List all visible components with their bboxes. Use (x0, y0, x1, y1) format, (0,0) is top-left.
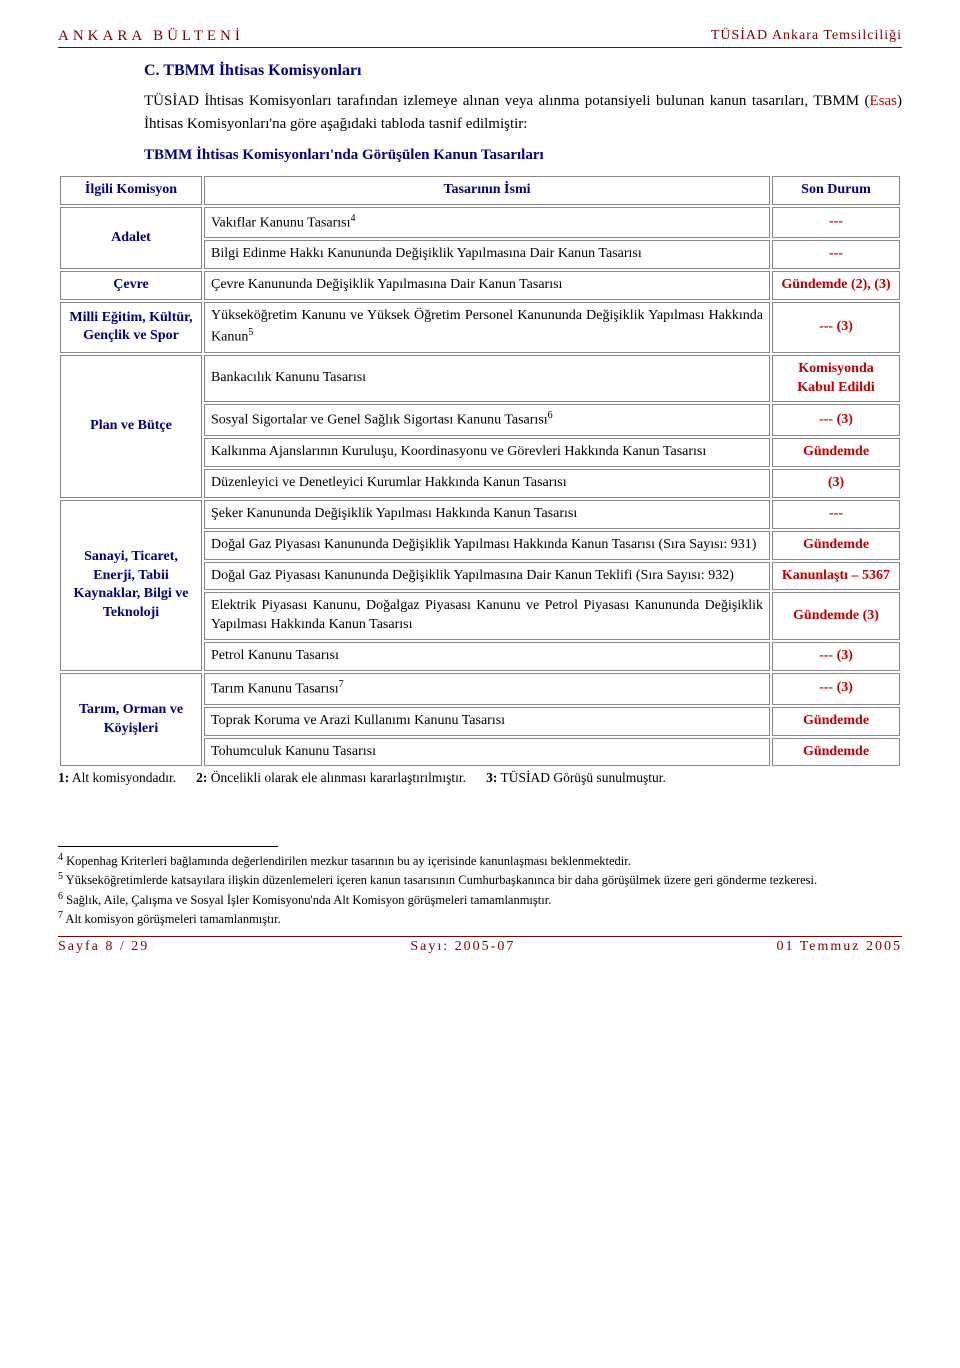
committee-cell: Sanayi, Ticaret, Enerji, Tabii Kaynaklar… (60, 500, 202, 671)
table-row: ÇevreÇevre Kanununda Değişiklik Yapılmas… (60, 271, 900, 300)
footer-right: 01 Temmuz 2005 (776, 939, 902, 955)
bill-name-cell: Çevre Kanununda Değişiklik Yapılmasına D… (204, 271, 770, 300)
page-header: ANKARA BÜLTENİ TÜSİAD Ankara Temsilciliğ… (58, 28, 902, 45)
footer-mid: Sayı: 2005-07 (410, 939, 515, 955)
table-header-row: İlgili Komisyon Tasarının İsmi Son Durum (60, 176, 900, 205)
status-cell: --- (3) (772, 673, 900, 705)
status-cell: Gündemde (2), (3) (772, 271, 900, 300)
intro-paragraph: TÜSİAD İhtisas Komisyonları tarafından i… (144, 90, 902, 135)
status-cell: Kanunlaştı – 5367 (772, 562, 900, 591)
table-row: Sanayi, Ticaret, Enerji, Tabii Kaynaklar… (60, 500, 900, 529)
footnote: 6 Sağlık, Aile, Çalışma ve Sosyal İşler … (58, 890, 902, 909)
committee-cell: Adalet (60, 207, 202, 269)
bill-name-cell: Kalkınma Ajanslarının Kuruluşu, Koordina… (204, 438, 770, 467)
bill-name-cell: Şeker Kanununda Değişiklik Yapılması Hak… (204, 500, 770, 529)
table-row: Tarım, Orman ve KöyişleriTarım Kanunu Ta… (60, 673, 900, 705)
bill-name-cell: Yükseköğretim Kanunu ve Yüksek Öğretim P… (204, 302, 770, 352)
intro-pre: TÜSİAD İhtisas Komisyonları tarafından i… (144, 93, 870, 109)
status-cell: --- (772, 207, 900, 239)
committee-cell: Tarım, Orman ve Köyişleri (60, 673, 202, 766)
page: ANKARA BÜLTENİ TÜSİAD Ankara Temsilciliğ… (0, 0, 960, 971)
legend-item: 3: TÜSİAD Görüşü sunulmuştur. (486, 770, 666, 786)
bill-name-cell: Doğal Gaz Piyasası Kanununda Değişiklik … (204, 531, 770, 560)
footer-left: Sayfa 8 / 29 (58, 939, 149, 955)
status-cell: Gündemde (772, 738, 900, 767)
bill-name-cell: Sosyal Sigortalar ve Genel Sağlık Sigort… (204, 404, 770, 436)
status-cell: Gündemde (772, 438, 900, 467)
bill-name-cell: Vakıflar Kanunu Tasarısı4 (204, 207, 770, 239)
th-committee: İlgili Komisyon (60, 176, 202, 205)
footnote-ref: 5 (248, 327, 253, 338)
status-cell: (3) (772, 469, 900, 498)
status-cell: --- (3) (772, 404, 900, 436)
committee-cell: Plan ve Bütçe (60, 355, 202, 498)
section-title: C. TBMM İhtisas Komisyonları (144, 62, 902, 80)
intro-esas: Esas (870, 93, 898, 109)
footnote-ref: 7 (339, 679, 344, 690)
table-row: AdaletVakıflar Kanunu Tasarısı4--- (60, 207, 900, 239)
table-row: Plan ve BütçeBankacılık Kanunu TasarısıK… (60, 355, 900, 403)
bill-name-cell: Bankacılık Kanunu Tasarısı (204, 355, 770, 403)
bill-name-cell: Toprak Koruma ve Arazi Kullanımı Kanunu … (204, 707, 770, 736)
legend-row: 1: Alt komisyondadır. 2: Öncelikli olarak… (58, 770, 902, 786)
legend-item: 2: Öncelikli olarak ele alınması kararla… (196, 770, 466, 786)
table-row: Milli Eğitim, Kültür, Gençlik ve SporYük… (60, 302, 900, 352)
header-right: TÜSİAD Ankara Temsilciliği (711, 28, 902, 45)
status-cell: --- (772, 500, 900, 529)
bill-name-cell: Bilgi Edinme Hakkı Kanununda Değişiklik … (204, 240, 770, 269)
footnote-ref: 6 (548, 410, 553, 421)
bill-name-cell: Tohumculuk Kanunu Tasarısı (204, 738, 770, 767)
footnote-ref: 4 (351, 213, 356, 224)
bill-name-cell: Doğal Gaz Piyasası Kanununda Değişiklik … (204, 562, 770, 591)
footnote: 4 Kopenhag Kriterleri bağlamında değerle… (58, 851, 902, 870)
header-rule (58, 47, 902, 48)
bill-name-cell: Petrol Kanunu Tasarısı (204, 642, 770, 671)
status-cell: Gündemde (772, 707, 900, 736)
status-cell: --- (3) (772, 642, 900, 671)
bill-name-cell: Elektrik Piyasası Kanunu, Doğalgaz Piyas… (204, 592, 770, 640)
legend-item: 1: Alt komisyondadır. (58, 770, 176, 786)
status-cell: Gündemde (772, 531, 900, 560)
footnote: 5 Yükseköğretimlerde katsayılara ilişkin… (58, 870, 902, 889)
footnotes: 4 Kopenhag Kriterleri bağlamında değerle… (58, 851, 902, 927)
bills-table: İlgili Komisyon Tasarının İsmi Son Durum… (58, 174, 902, 768)
table-body: AdaletVakıflar Kanunu Tasarısı4---Bilgi … (60, 207, 900, 767)
committee-cell: Milli Eğitim, Kültür, Gençlik ve Spor (60, 302, 202, 352)
committee-cell: Çevre (60, 271, 202, 300)
status-cell: --- (772, 240, 900, 269)
footnote-rule (58, 846, 278, 847)
status-cell: --- (3) (772, 302, 900, 352)
footnote: 7 Alt komisyon görüşmeleri tamamlanmıştı… (58, 909, 902, 928)
bill-name-cell: Tarım Kanunu Tasarısı7 (204, 673, 770, 705)
th-status: Son Durum (772, 176, 900, 205)
status-cell: Gündemde (3) (772, 592, 900, 640)
table-subhead: TBMM İhtisas Komisyonları'nda Görüşülen … (144, 147, 902, 164)
bill-name-cell: Düzenleyici ve Denetleyici Kurumlar Hakk… (204, 469, 770, 498)
page-footer: Sayfa 8 / 29 Sayı: 2005-07 01 Temmuz 200… (58, 936, 902, 955)
status-cell: Komisyonda Kabul Edildi (772, 355, 900, 403)
th-name: Tasarının İsmi (204, 176, 770, 205)
header-left: ANKARA BÜLTENİ (58, 28, 244, 45)
